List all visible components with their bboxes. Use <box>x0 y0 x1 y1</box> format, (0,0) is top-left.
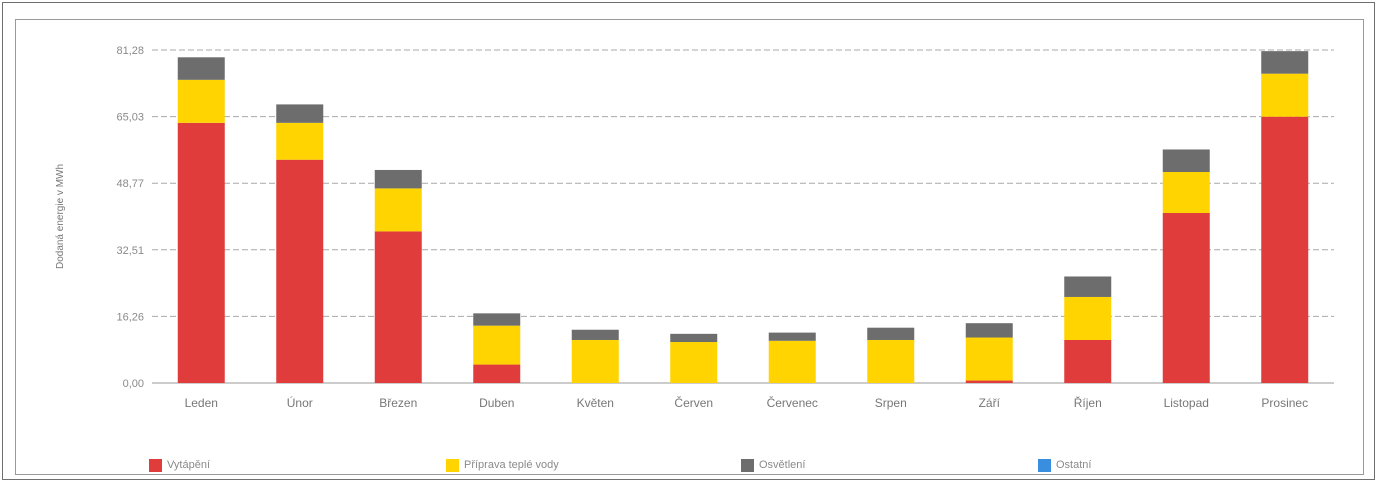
x-tick-label: Říjen <box>1074 395 1102 410</box>
legend-label: Osvětlení <box>759 459 806 471</box>
y-tick-label: 32,51 <box>116 245 144 257</box>
legend-swatch <box>446 458 459 472</box>
legend-swatch <box>1038 458 1051 472</box>
bar-segment <box>571 339 619 383</box>
bar-segment <box>1162 212 1210 383</box>
bar-segment <box>1162 172 1210 213</box>
bar-segment <box>965 323 1013 338</box>
bar-segment <box>1261 73 1309 117</box>
bar-segment <box>1261 51 1309 74</box>
bar-segment <box>473 364 521 383</box>
labels-layer: 0,00 16,26 32,51 48,77 65,03 81,28 Leden Únor Bř… <box>116 45 1308 410</box>
legend-item: Vytápění <box>149 457 210 473</box>
y-axis-title: Dodaná energie v MWh <box>55 164 66 269</box>
legend-label: Vytápění <box>167 459 211 471</box>
x-tick-label: Leden <box>185 396 218 410</box>
bar-segment <box>177 57 225 80</box>
x-tick-label: Květen <box>577 396 614 410</box>
bar-segment <box>374 169 422 189</box>
legend-swatch <box>149 458 162 472</box>
x-tick-label: Červenec <box>767 395 818 410</box>
y-tick-label: 81,28 <box>116 45 144 57</box>
bar-segment <box>276 104 324 123</box>
y-tick-label: 16,26 <box>116 311 144 323</box>
y-tick-label: 0,00 <box>123 378 144 390</box>
bar-segment <box>965 380 1013 383</box>
legend-item: Osvětlení <box>741 457 805 473</box>
x-tick-label: Březen <box>379 396 417 410</box>
bar-segment <box>670 333 718 343</box>
bar-segment <box>473 325 521 365</box>
legend-item: Příprava teplé vody <box>446 457 559 473</box>
bar-segment <box>965 337 1013 381</box>
x-tick-label: Červen <box>674 395 713 410</box>
bar-segment <box>1064 339 1112 383</box>
x-tick-label: Listopad <box>1164 396 1209 410</box>
bar-segment <box>1162 149 1210 173</box>
bar-segment <box>768 332 816 341</box>
grid-layer <box>152 49 1334 384</box>
chart-panel: 0,00 16,26 32,51 48,77 65,03 81,28 Leden Únor Bř… <box>15 19 1364 475</box>
chart-svg: 0,00 16,26 32,51 48,77 65,03 81,28 Leden Únor Bř… <box>55 45 1334 410</box>
bars-layer <box>177 51 1309 383</box>
x-tick-label: Září <box>979 396 1001 410</box>
bar-segment <box>177 122 225 383</box>
legend-label: Ostatní <box>1056 459 1092 471</box>
bar-segment <box>473 313 521 326</box>
bar-segment <box>670 342 718 383</box>
bar-segment <box>374 231 422 383</box>
bar-segment <box>1261 116 1309 383</box>
y-tick-label: 48,77 <box>116 178 144 190</box>
x-tick-label: Duben <box>479 396 514 410</box>
bar-segment <box>571 329 619 340</box>
x-tick-label: Prosinec <box>1261 396 1308 410</box>
bar-segment <box>768 340 816 383</box>
x-tick-label: Únor <box>287 395 313 410</box>
y-tick-label: 65,03 <box>116 112 144 124</box>
bar-segment <box>374 188 422 232</box>
bar-segment <box>177 79 225 123</box>
bar-segment <box>276 122 324 160</box>
bar-segment <box>276 159 324 383</box>
bar-segment <box>867 327 915 340</box>
bar-segment <box>1064 296 1112 340</box>
bar-segment <box>1064 276 1112 297</box>
legend-item: Ostatní <box>1038 457 1091 473</box>
x-tick-label: Srpen <box>875 396 907 410</box>
legend-swatch <box>741 458 754 472</box>
bar-segment <box>867 339 915 383</box>
legend-label: Příprava teplé vody <box>464 459 559 471</box>
